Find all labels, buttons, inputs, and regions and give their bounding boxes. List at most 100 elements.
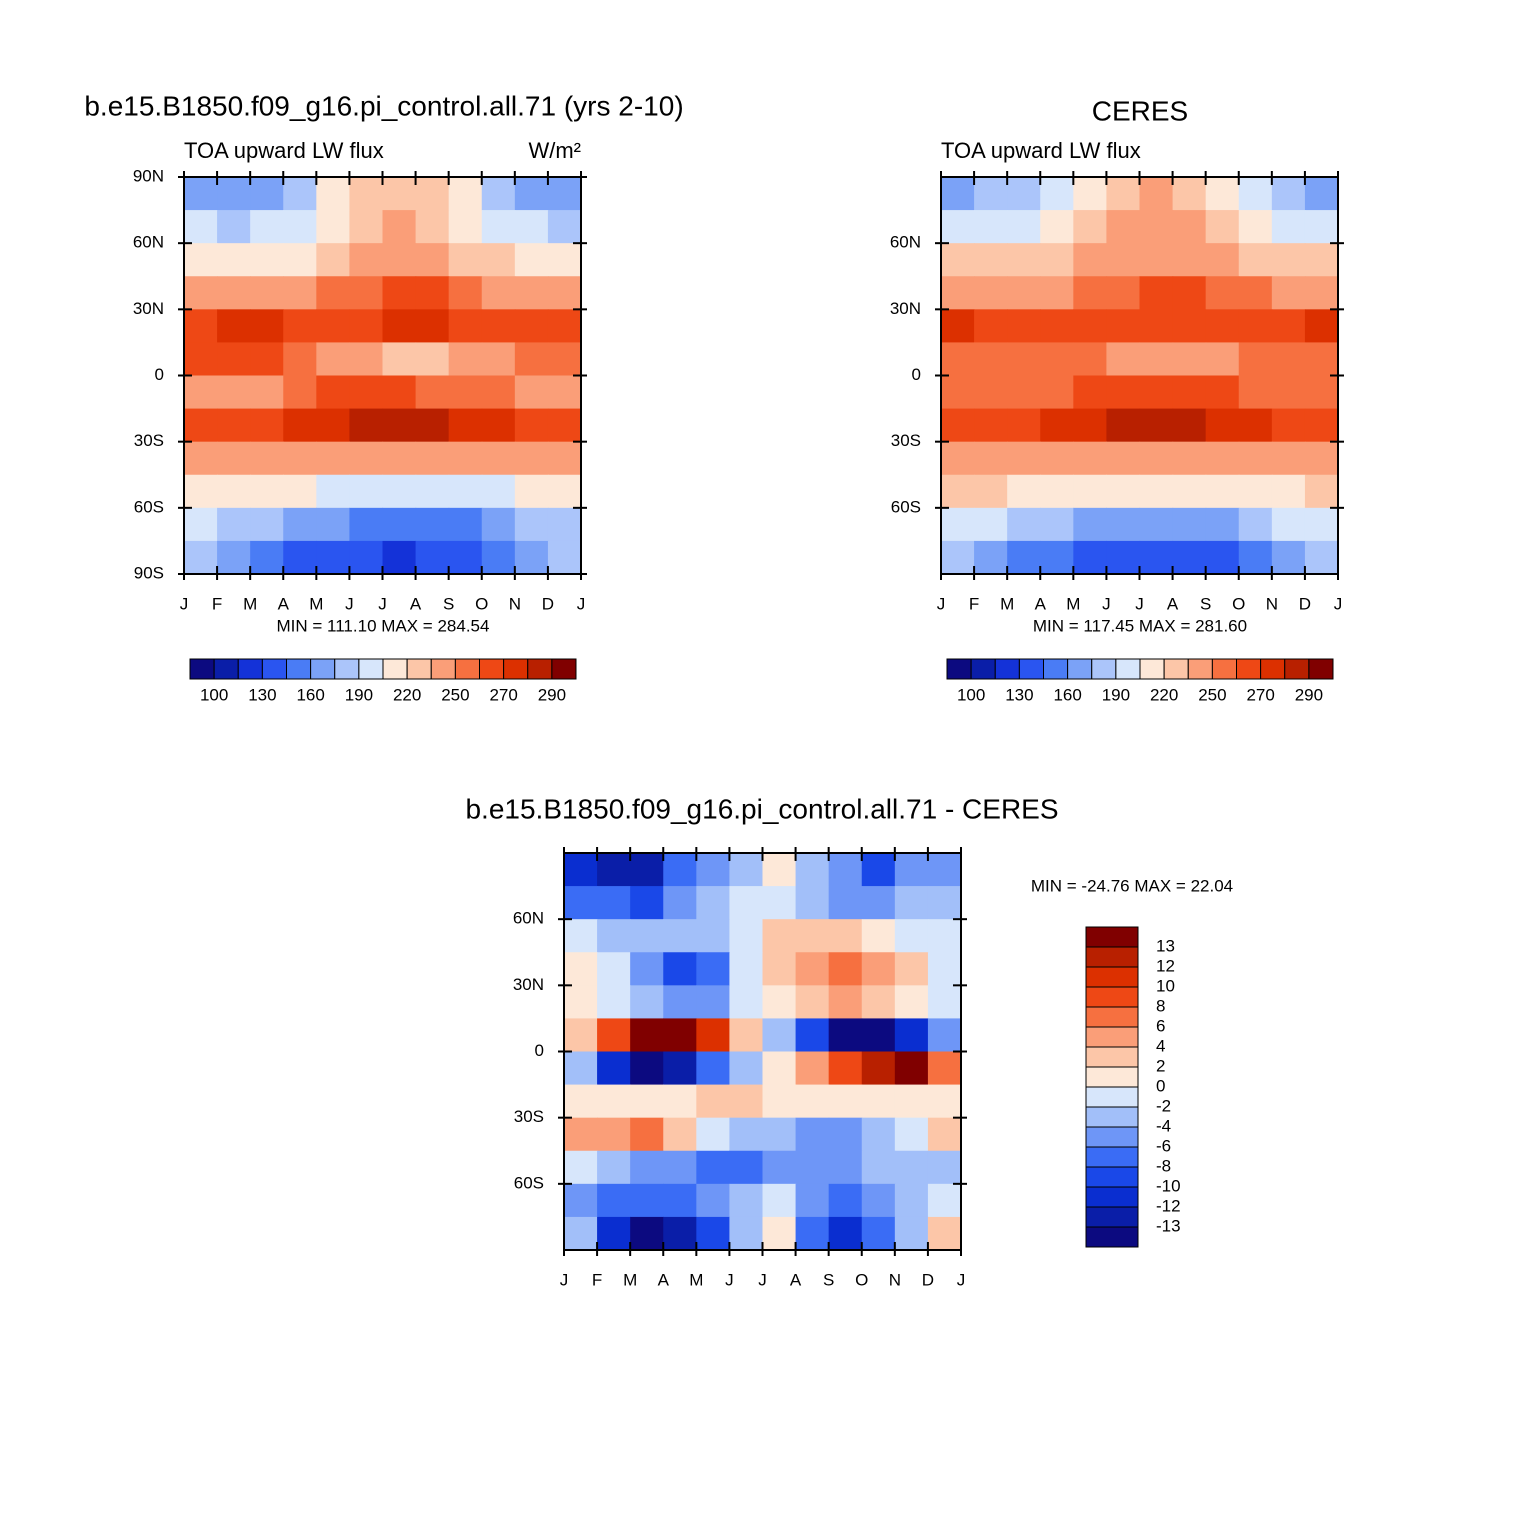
cell xyxy=(927,1018,962,1053)
cell xyxy=(1271,243,1306,277)
y-tick-label: 60S xyxy=(134,497,164,516)
colorbar-box xyxy=(1139,658,1165,680)
cell xyxy=(729,985,764,1020)
cell xyxy=(894,919,929,953)
colorbar-box xyxy=(286,658,312,680)
cell xyxy=(1172,474,1207,509)
cell xyxy=(415,243,450,277)
colorbar-label: 10 xyxy=(1156,976,1175,995)
cell xyxy=(564,1216,598,1251)
cell xyxy=(974,474,1008,509)
x-tick-label: M xyxy=(309,594,323,613)
x-tick-label: O xyxy=(475,594,488,613)
cell xyxy=(217,276,251,310)
cell xyxy=(630,1216,664,1251)
colorbar-label: 0 xyxy=(1156,1076,1165,1095)
x-tick-label: N xyxy=(1266,594,1278,613)
x-tick-label: A xyxy=(1035,594,1047,613)
cell xyxy=(283,375,317,410)
cell xyxy=(1238,375,1273,410)
cell xyxy=(349,507,384,542)
colorbar-label: -2 xyxy=(1156,1096,1171,1115)
cell xyxy=(696,853,731,887)
cell xyxy=(861,853,896,887)
colorbar-label: -4 xyxy=(1156,1116,1171,1135)
cell xyxy=(828,1183,863,1218)
cell xyxy=(514,177,549,211)
cell xyxy=(514,408,549,443)
colorbar-box xyxy=(1085,1226,1139,1248)
cell xyxy=(630,1117,664,1152)
cell xyxy=(941,540,975,575)
cell xyxy=(184,243,218,277)
cell xyxy=(382,177,417,211)
cell xyxy=(795,1018,830,1053)
cell xyxy=(1304,507,1339,542)
cell xyxy=(564,952,598,986)
cell xyxy=(1139,507,1174,542)
cell xyxy=(283,243,317,277)
cell xyxy=(663,952,697,986)
cell xyxy=(448,507,483,542)
cell xyxy=(927,886,962,920)
cell xyxy=(974,309,1008,344)
cell xyxy=(795,919,830,953)
cell xyxy=(448,441,483,476)
cell xyxy=(1205,375,1240,410)
cell xyxy=(828,853,863,887)
cell xyxy=(415,375,450,410)
cell xyxy=(1040,507,1074,542)
colorbar-label: 100 xyxy=(957,685,985,704)
cell xyxy=(1304,342,1339,377)
cell xyxy=(547,210,582,244)
cell xyxy=(217,408,251,443)
x-tick-label: M xyxy=(243,594,257,613)
cell xyxy=(1139,540,1174,575)
colorbar-box xyxy=(261,658,287,680)
cell xyxy=(250,375,284,410)
colorbar-box xyxy=(1067,658,1093,680)
cell xyxy=(828,1216,863,1251)
cell xyxy=(927,1084,962,1119)
colorbar-label: 290 xyxy=(1295,685,1323,704)
cell xyxy=(663,1216,697,1251)
colorbar-label: -6 xyxy=(1156,1136,1171,1155)
colorbar-box xyxy=(1085,946,1139,968)
cell xyxy=(762,919,797,953)
y-tick-label: 30S xyxy=(134,431,164,450)
cell xyxy=(382,276,417,310)
cell xyxy=(1007,474,1041,509)
cell xyxy=(1040,309,1074,344)
cell xyxy=(894,1183,929,1218)
cell xyxy=(974,408,1008,443)
cell xyxy=(1304,375,1339,410)
x-tick-label: J xyxy=(577,594,586,613)
x-tick-label: D xyxy=(1299,594,1311,613)
cell xyxy=(597,985,631,1020)
cell xyxy=(448,276,483,310)
y-tick-label: 60S xyxy=(891,497,921,516)
colorbar-label: 13 xyxy=(1156,936,1175,955)
cell xyxy=(861,1117,896,1152)
cell xyxy=(1073,210,1108,244)
cell xyxy=(696,1084,731,1119)
colorbar-label: 8 xyxy=(1156,996,1165,1015)
cell xyxy=(184,342,218,377)
cell xyxy=(448,177,483,211)
colorbar-box xyxy=(213,658,239,680)
colorbar-label: 270 xyxy=(1246,685,1274,704)
cell xyxy=(283,441,317,476)
cell xyxy=(448,540,483,575)
cell xyxy=(597,1216,631,1251)
cell xyxy=(974,276,1008,310)
cell xyxy=(1271,507,1306,542)
cell xyxy=(1238,342,1273,377)
x-tick-label: A xyxy=(658,1270,670,1289)
cell xyxy=(663,1018,697,1053)
cell xyxy=(941,375,975,410)
cell xyxy=(514,276,549,310)
cell xyxy=(283,540,317,575)
colorbar-box xyxy=(1163,658,1189,680)
cell xyxy=(894,1150,929,1185)
cell xyxy=(547,441,582,476)
